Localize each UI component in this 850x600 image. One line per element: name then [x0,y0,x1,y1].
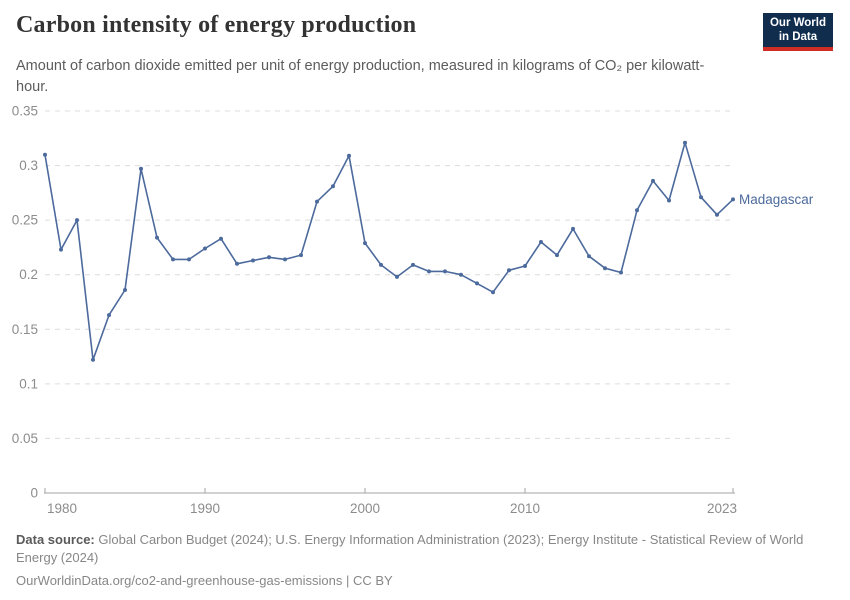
data-point-marker[interactable] [91,357,95,362]
data-point-marker[interactable] [59,247,63,252]
chart-footer: Data source: Global Carbon Budget (2024)… [16,531,808,591]
data-point-marker[interactable] [715,212,719,217]
data-point-marker[interactable] [347,153,351,158]
data-point-marker[interactable] [571,226,575,231]
y-tick-label: 0.2 [19,267,38,282]
data-point-marker[interactable] [507,268,511,273]
x-tick-label: 2023 [707,501,737,516]
data-point-marker[interactable] [459,272,463,277]
data-point-marker[interactable] [395,274,399,279]
data-point-marker[interactable] [379,262,383,267]
data-point-marker[interactable] [299,253,303,258]
data-point-marker[interactable] [107,313,111,318]
data-point-marker[interactable] [235,261,239,266]
data-point-marker[interactable] [475,281,479,286]
data-point-marker[interactable] [731,197,735,202]
data-point-marker[interactable] [523,264,527,268]
data-point-marker[interactable] [123,288,127,292]
owid-logo-line1: Our World [769,17,826,29]
x-tick-label: 2010 [510,501,540,516]
data-point-marker[interactable] [443,269,447,274]
data-point-marker[interactable] [667,198,671,203]
owid-logo-line2: in Data [778,30,818,43]
x-tick-label: 1980 [47,501,77,516]
data-point-marker[interactable] [203,246,207,251]
data-point-marker[interactable] [251,258,255,263]
data-point-marker[interactable] [651,178,655,183]
data-point-marker[interactable] [283,257,287,262]
x-tick-label: 1990 [190,501,220,516]
data-point-marker[interactable] [219,236,223,241]
data-point-marker[interactable] [491,290,495,295]
y-tick-label: 0.35 [12,104,38,119]
data-source-line: Data source: Global Carbon Budget (2024)… [16,531,808,567]
data-source-label: Data source: [16,532,95,547]
chart-subtitle: Amount of carbon dioxide emitted per uni… [16,58,705,96]
owid-logo: Our World in Data [762,13,833,51]
owid-link[interactable]: OurWorldinData.org/co2-and-greenhouse-ga… [16,573,393,589]
y-tick-label: 0.25 [12,213,38,228]
data-point-marker[interactable] [603,266,607,271]
page-title: Carbon intensity of energy production [16,12,417,38]
data-point-marker[interactable] [635,208,639,213]
data-point-marker[interactable] [555,253,559,258]
data-point-marker[interactable] [75,218,79,223]
entity-label: Madagascar [739,192,814,207]
data-source-text: Global Carbon Budget (2024); U.S. Energy… [16,532,804,566]
data-point-marker[interactable] [587,254,591,259]
data-point-marker[interactable] [331,184,335,189]
data-point-marker[interactable] [139,166,143,171]
data-point-marker[interactable] [43,152,47,157]
x-tick-label: 2000 [350,501,380,516]
data-point-marker[interactable] [683,140,687,145]
data-point-marker[interactable] [619,270,623,275]
y-tick-label: 0.05 [12,431,38,446]
data-point-marker[interactable] [539,240,543,244]
data-point-marker[interactable] [363,241,367,246]
y-tick-label: 0 [30,486,38,501]
series-line[interactable] [44,141,734,361]
data-point-marker[interactable] [267,255,271,260]
y-tick-label: 0.15 [12,322,38,337]
data-point-marker[interactable] [171,257,175,262]
y-tick-label: 0.3 [19,158,38,173]
data-point-marker[interactable] [411,262,415,267]
data-point-marker[interactable] [699,195,703,200]
data-point-marker[interactable] [155,235,159,240]
data-point-marker[interactable] [427,269,431,274]
data-point-marker[interactable] [315,199,319,204]
data-point-marker[interactable] [187,257,191,262]
y-tick-label: 0.1 [19,376,38,391]
